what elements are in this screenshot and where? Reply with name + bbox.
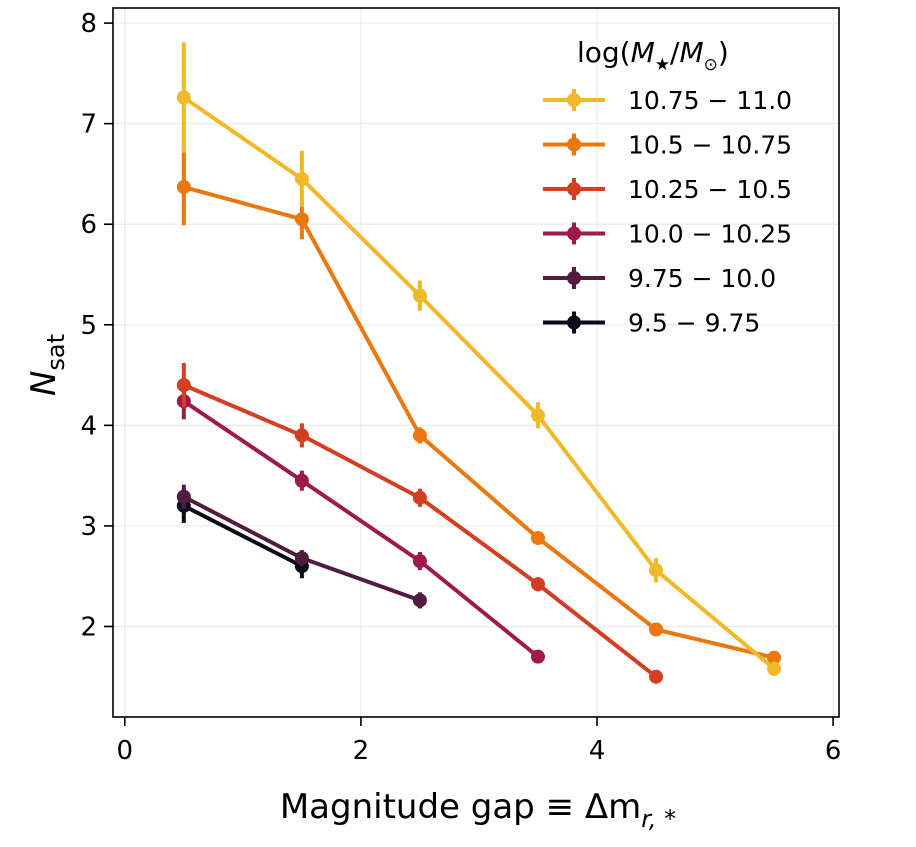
x-tick-label-0: 0 bbox=[117, 736, 134, 766]
legend-entry-3: 10.0 − 10.25 bbox=[543, 220, 792, 249]
legend-title-prefix: log( bbox=[577, 36, 631, 69]
x-axis-label-main: Magnitude gap ≡ Δm bbox=[280, 787, 641, 827]
x-axis-label-subscript: r, * bbox=[641, 805, 676, 833]
x-tick-label-2: 4 bbox=[589, 736, 606, 766]
legend-marker-0 bbox=[567, 93, 581, 107]
legend-marker-4 bbox=[567, 271, 581, 285]
y-tick-label-3: 5 bbox=[80, 311, 97, 341]
x-axis-ticks: 0 2 4 6 bbox=[117, 717, 842, 766]
series-2 bbox=[176, 363, 664, 684]
legend-title-m: M bbox=[631, 36, 655, 69]
legend-label-5: 9.5 − 9.75 bbox=[628, 309, 760, 338]
legend-title-suffix: ) bbox=[718, 36, 729, 69]
legend-title-sun: ⊙ bbox=[704, 55, 718, 75]
legend: log(M★/M⊙) 10.75 − 11.010.5 − 10.7510.25… bbox=[543, 36, 792, 338]
data-point-4-0 bbox=[176, 489, 191, 504]
data-point-1-1 bbox=[294, 212, 309, 227]
legend-entry-5: 9.5 − 9.75 bbox=[543, 309, 760, 338]
y-tick-label-5: 7 bbox=[80, 110, 97, 140]
data-point-1-4 bbox=[649, 622, 664, 637]
y-axis-ticks: 2 3 4 5 6 7 8 bbox=[80, 9, 113, 642]
data-point-2-4 bbox=[649, 669, 664, 684]
series-line-0 bbox=[182, 95, 776, 671]
legend-label-1: 10.5 − 10.75 bbox=[628, 131, 792, 160]
data-point-3-1 bbox=[294, 473, 309, 488]
legend-entry-1: 10.5 − 10.75 bbox=[543, 131, 792, 160]
series-3 bbox=[176, 383, 545, 664]
legend-title-m2: M bbox=[679, 36, 703, 69]
legend-title-star: ★ bbox=[655, 55, 670, 75]
y-tick-label-2: 4 bbox=[80, 411, 97, 441]
legend-marker-3 bbox=[567, 226, 581, 241]
data-point-1-3 bbox=[530, 530, 545, 545]
legend-marker-2 bbox=[567, 182, 581, 196]
x-tick-label-3: 6 bbox=[825, 736, 842, 766]
series-1 bbox=[176, 148, 782, 665]
legend-entries: 10.75 − 11.0 10.5 − 10.75 10.25 − 10.5 10.0… bbox=[543, 86, 792, 338]
data-point-0-5 bbox=[767, 661, 782, 676]
legend-label-3: 10.0 − 10.25 bbox=[628, 220, 792, 249]
data-point-2-1 bbox=[294, 428, 309, 443]
data-point-4-1 bbox=[294, 551, 309, 566]
legend-marker-1 bbox=[567, 137, 581, 152]
data-point-0-2 bbox=[412, 288, 427, 303]
data-point-1-0 bbox=[176, 180, 191, 195]
legend-entry-0: 10.75 − 11.0 bbox=[543, 86, 792, 115]
y-tick-label-4: 6 bbox=[80, 210, 97, 240]
x-axis-label: Magnitude gap ≡ Δmr, * bbox=[280, 787, 676, 833]
legend-entry-2: 10.25 − 10.5 bbox=[543, 175, 792, 204]
series-0 bbox=[176, 42, 782, 676]
y-tick-label-1: 3 bbox=[80, 512, 97, 542]
legend-title: log(M★/M⊙) bbox=[577, 36, 729, 75]
data-point-1-2 bbox=[412, 428, 427, 443]
y-axis-label-main: N bbox=[24, 371, 64, 396]
data-point-2-3 bbox=[530, 577, 545, 592]
y-tick-label-0: 2 bbox=[80, 612, 97, 642]
y-axis-label-subscript: sat bbox=[42, 334, 70, 371]
legend-title-slash: / bbox=[670, 36, 680, 69]
x-tick-label-1: 2 bbox=[353, 736, 370, 766]
y-axis-label: Nsat bbox=[24, 334, 70, 396]
legend-marker-5 bbox=[567, 315, 581, 330]
data-point-2-0 bbox=[176, 378, 191, 393]
grid-lines bbox=[113, 8, 839, 717]
legend-label-0: 10.75 − 11.0 bbox=[628, 86, 792, 115]
series-line-1 bbox=[183, 185, 775, 660]
series-line-4 bbox=[182, 494, 421, 603]
data-point-4-2 bbox=[412, 593, 427, 608]
legend-label-4: 9.75 − 10.0 bbox=[628, 264, 776, 293]
legend-label-2: 10.25 − 10.5 bbox=[628, 175, 792, 204]
series-line-3 bbox=[182, 399, 540, 659]
series-line-5 bbox=[182, 504, 303, 568]
y-tick-label-6: 8 bbox=[80, 9, 97, 39]
data-point-1-5 bbox=[767, 650, 782, 665]
legend-entry-4: 9.75 − 10.0 bbox=[543, 264, 776, 293]
data-point-0-0 bbox=[176, 90, 191, 105]
series-4 bbox=[176, 484, 427, 609]
data-point-0-3 bbox=[530, 408, 545, 423]
data-point-2-2 bbox=[412, 490, 427, 505]
data-point-0-1 bbox=[294, 171, 309, 186]
plot-area bbox=[176, 42, 782, 684]
data-point-3-3 bbox=[530, 649, 545, 664]
data-point-0-4 bbox=[649, 563, 664, 578]
data-point-3-2 bbox=[412, 554, 427, 569]
plot-frame bbox=[112, 7, 840, 718]
